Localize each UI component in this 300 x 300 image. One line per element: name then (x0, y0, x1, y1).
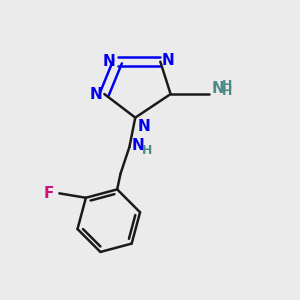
Text: N: N (211, 81, 224, 96)
Text: N: N (90, 87, 103, 102)
Text: H: H (222, 79, 232, 92)
Text: N: N (103, 54, 116, 69)
Text: N: N (138, 119, 150, 134)
Text: F: F (44, 186, 54, 201)
Text: N: N (132, 138, 145, 153)
Text: H: H (142, 144, 152, 157)
Text: H: H (222, 85, 232, 98)
Text: N: N (162, 53, 175, 68)
